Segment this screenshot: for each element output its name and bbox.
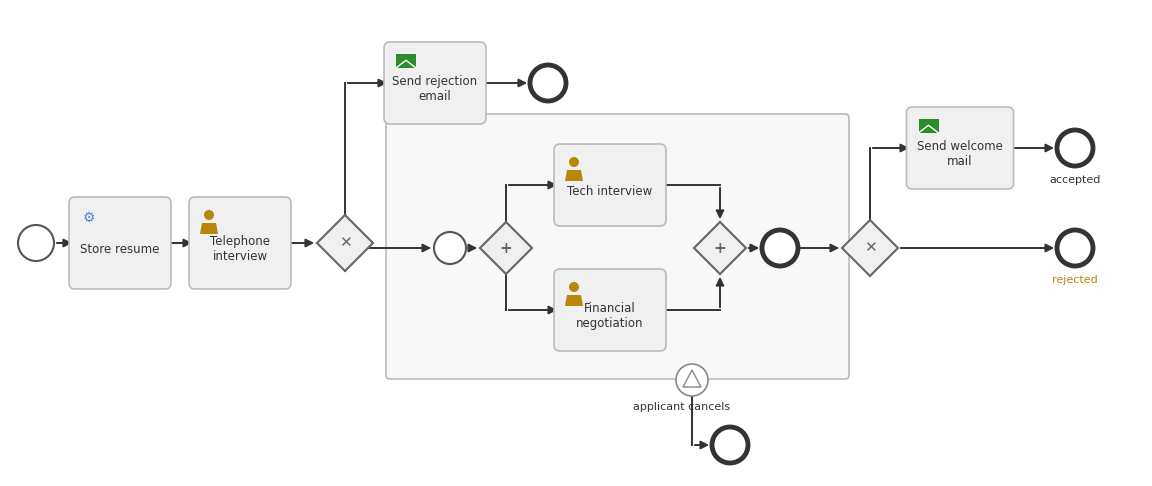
FancyBboxPatch shape (554, 269, 666, 351)
Polygon shape (480, 222, 532, 274)
Polygon shape (842, 220, 899, 276)
Text: applicant cancels: applicant cancels (634, 402, 730, 412)
Text: Send rejection
email: Send rejection email (393, 75, 478, 103)
Text: +: + (713, 241, 727, 256)
Circle shape (434, 232, 467, 264)
Text: Financial
negotiation: Financial negotiation (576, 302, 644, 330)
FancyBboxPatch shape (554, 144, 666, 226)
Circle shape (569, 157, 579, 167)
Text: Send welcome
mail: Send welcome mail (917, 140, 1003, 168)
Text: rejected: rejected (1052, 275, 1098, 285)
Polygon shape (200, 223, 218, 234)
Circle shape (676, 364, 708, 396)
Circle shape (1058, 230, 1093, 266)
FancyBboxPatch shape (907, 107, 1014, 189)
Text: accepted: accepted (1049, 175, 1100, 185)
Circle shape (712, 427, 748, 463)
Polygon shape (317, 215, 373, 271)
Text: +: + (500, 241, 513, 256)
Text: Telephone
interview: Telephone interview (210, 235, 270, 263)
Text: Tech interview: Tech interview (568, 185, 653, 197)
Polygon shape (694, 222, 746, 274)
Text: ✕: ✕ (339, 236, 351, 250)
Circle shape (1058, 130, 1093, 166)
Polygon shape (564, 295, 583, 306)
Circle shape (530, 65, 566, 101)
FancyBboxPatch shape (69, 197, 170, 289)
FancyBboxPatch shape (189, 197, 291, 289)
Text: ⚙: ⚙ (83, 211, 96, 225)
FancyBboxPatch shape (386, 114, 849, 379)
Circle shape (18, 225, 54, 261)
Polygon shape (564, 170, 583, 181)
FancyBboxPatch shape (396, 54, 416, 68)
FancyBboxPatch shape (384, 42, 486, 124)
Text: ✕: ✕ (864, 241, 877, 256)
Text: Store resume: Store resume (81, 243, 160, 256)
Circle shape (569, 282, 579, 292)
Circle shape (761, 230, 798, 266)
FancyBboxPatch shape (918, 119, 939, 133)
Circle shape (204, 210, 214, 220)
